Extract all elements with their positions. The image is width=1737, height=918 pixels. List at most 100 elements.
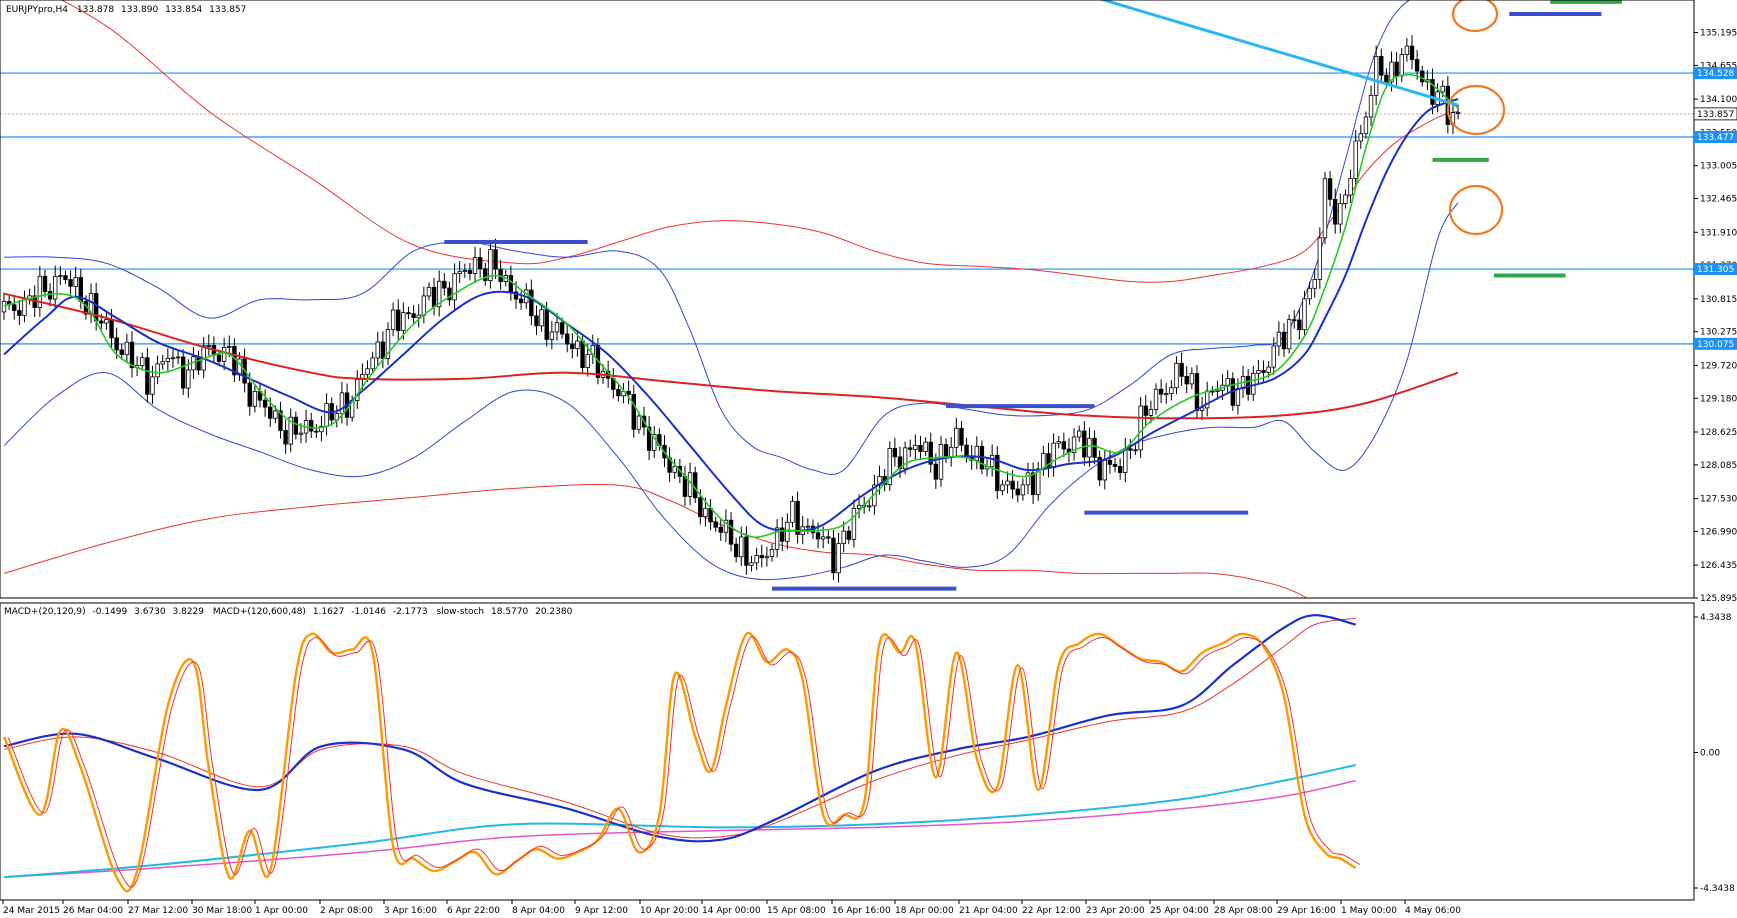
candle — [1358, 124, 1363, 150]
candle — [1071, 428, 1077, 461]
candle — [467, 262, 473, 281]
price-level-tag — [1694, 337, 1737, 350]
candle — [616, 383, 621, 402]
candle — [1404, 37, 1410, 62]
candle — [58, 266, 63, 285]
candle — [790, 495, 795, 528]
candle — [1077, 425, 1082, 442]
time-tick-label: 1 Apr 00:00 — [255, 906, 308, 916]
candle — [308, 412, 314, 438]
price-tick-label: 134.100 — [1700, 95, 1737, 105]
time-tick-label: 23 Apr 20:00 — [1086, 906, 1145, 916]
candle — [769, 543, 775, 562]
candle — [370, 351, 375, 375]
candle — [119, 343, 124, 361]
candle — [636, 411, 642, 434]
macd-slow-value-1: 1.1627 — [313, 607, 345, 617]
candle — [416, 304, 421, 328]
price-level-label: 131.305 — [1697, 265, 1734, 275]
candle — [314, 424, 319, 439]
candle — [221, 337, 227, 371]
candle — [733, 537, 739, 563]
candle — [1133, 444, 1138, 456]
candle — [278, 401, 283, 439]
candle — [631, 384, 636, 438]
time-tick-label: 3 Apr 16:00 — [384, 906, 437, 916]
candle — [63, 270, 68, 285]
candle — [1056, 436, 1061, 449]
candle — [918, 435, 923, 460]
price-axis[interactable]: 135.195134.655134.100133.550133.005132.4… — [1693, 29, 1737, 604]
candle — [206, 334, 211, 356]
oscillator-panel-frame — [0, 602, 1695, 901]
annotation-marks[interactable] — [444, 0, 1622, 591]
trendline[interactable] — [1059, 0, 1459, 107]
oscillator-axis[interactable]: 4.3438 0.00 -4.3438 — [1694, 613, 1735, 894]
price-plot-area[interactable] — [0, 0, 1694, 634]
price-level-tag — [1694, 67, 1737, 80]
candle — [1215, 380, 1220, 400]
highlight-circle[interactable] — [1451, 0, 1499, 33]
ohlc-close: 133.857 — [209, 5, 246, 15]
candle — [1353, 130, 1358, 189]
candle — [672, 459, 677, 479]
candle — [1184, 366, 1189, 394]
price-panel[interactable]: EURJPYpro,H4 133.878 133.890 133.854 133… — [0, 0, 1737, 634]
price-tick-label: 132.465 — [1700, 195, 1737, 205]
candle — [723, 509, 729, 543]
macd-fast-value-2: 3.6730 — [134, 607, 166, 617]
sma-slow-line — [3, 292, 1459, 420]
candle — [1015, 480, 1020, 503]
oscillator-panel[interactable]: MACD+(20,120,9) -0.1499 3.6730 3.8229 MA… — [0, 602, 1735, 901]
price-tick-label: 129.180 — [1700, 394, 1737, 404]
stoch-label: slow-stoch — [436, 607, 484, 617]
candle — [867, 500, 872, 512]
candle — [774, 519, 780, 558]
ohlc-low: 133.854 — [165, 5, 202, 15]
trendline-group[interactable] — [1059, 0, 1459, 107]
candle — [390, 302, 396, 337]
time-tick-label: 18 Apr 00:00 — [895, 906, 954, 916]
candle — [995, 446, 1000, 499]
candle — [846, 525, 851, 545]
candle — [1164, 382, 1169, 404]
candle — [1286, 314, 1292, 354]
candle — [1312, 269, 1317, 298]
highlight-circle[interactable] — [1448, 184, 1504, 236]
time-tick-label: 26 Mar 04:00 — [63, 906, 123, 916]
candle — [319, 415, 324, 442]
candle — [1225, 370, 1230, 393]
macd-slow-label: MACD+(120,600,48) — [213, 607, 306, 617]
sma-fast-line — [3, 73, 1459, 539]
candle — [718, 517, 723, 541]
price-level-label: 130.075 — [1697, 340, 1734, 350]
candle — [1199, 397, 1205, 421]
candle — [1061, 432, 1067, 458]
candle — [252, 384, 258, 413]
candle — [529, 279, 534, 326]
candle — [764, 546, 770, 567]
candle — [155, 355, 160, 385]
ohlc-open: 133.878 — [77, 5, 114, 15]
price-tick-label: 130.275 — [1700, 328, 1737, 338]
candle — [1020, 478, 1026, 501]
time-axis[interactable]: 24 Mar 2015 26 Mar 04:00 27 Mar 12:00 30 Ma… — [2, 900, 1461, 916]
candle — [12, 294, 17, 320]
candle — [759, 544, 764, 568]
bollinger-upper-line — [3, 0, 1412, 476]
candle — [795, 491, 800, 544]
candle — [1025, 462, 1031, 495]
candle — [1271, 337, 1276, 375]
macd-slow-value-2: -1.0146 — [351, 607, 386, 617]
candle — [1297, 309, 1302, 340]
highlight-circle[interactable] — [1446, 84, 1506, 136]
candle — [913, 434, 918, 460]
oscillator-plot-area[interactable] — [2, 614, 1361, 893]
candle — [145, 348, 150, 403]
candle — [841, 521, 846, 553]
candle — [1169, 380, 1174, 401]
candle — [483, 263, 488, 286]
envelope-bands — [3, 0, 1459, 598]
price-tick-label: 127.530 — [1700, 495, 1737, 505]
